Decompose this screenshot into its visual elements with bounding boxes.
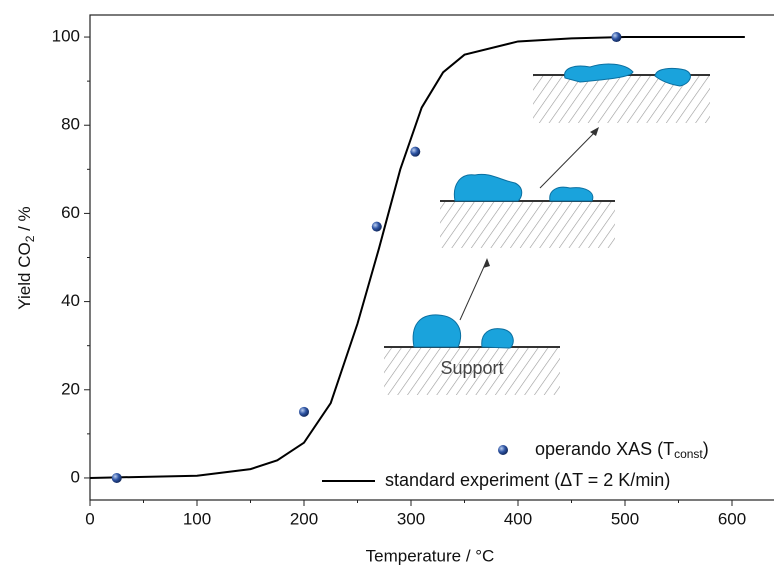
point	[611, 32, 622, 43]
legend-text: operando XAS (T	[535, 439, 674, 459]
point	[371, 221, 382, 232]
y-tick-label: 60	[61, 203, 80, 222]
curve	[89, 36, 745, 479]
x-tick-label: 200	[290, 509, 318, 528]
x-tick-label: 300	[397, 509, 425, 528]
y-title-end: / %	[15, 206, 34, 235]
legend-label: standard experiment (ΔT = 2 K/min)	[385, 470, 670, 490]
y-title-sub: 2	[23, 235, 37, 242]
x-tick-label: 400	[504, 509, 532, 528]
legend-text: standard experiment (ΔT = 2 K/min)	[385, 470, 670, 490]
y-tick-label: 0	[71, 467, 80, 486]
point	[410, 146, 421, 157]
x-tick-label: 0	[85, 509, 94, 528]
x-tick-label: 100	[183, 509, 211, 528]
legend-label: operando XAS (Tconst)	[535, 439, 709, 461]
legend-marker	[498, 445, 508, 455]
illustration: Support	[384, 63, 710, 395]
x-tick-label: 600	[718, 509, 746, 528]
y-tick-label: 80	[61, 115, 80, 134]
y-tick-label: 40	[61, 291, 80, 310]
legend-end: )	[703, 439, 709, 459]
y-tick-label: 20	[61, 379, 80, 398]
annotation: Support	[440, 358, 503, 378]
x-axis-title: Temperature / °C	[366, 546, 495, 565]
point	[299, 406, 309, 417]
y-axis-title: Yield CO2 / %	[15, 206, 37, 309]
y-title-main: Yield CO	[15, 242, 34, 309]
x-tick-label: 500	[611, 509, 639, 528]
y-tick-label: 100	[52, 27, 80, 46]
point	[111, 472, 122, 483]
legend-sub: const	[674, 447, 703, 461]
